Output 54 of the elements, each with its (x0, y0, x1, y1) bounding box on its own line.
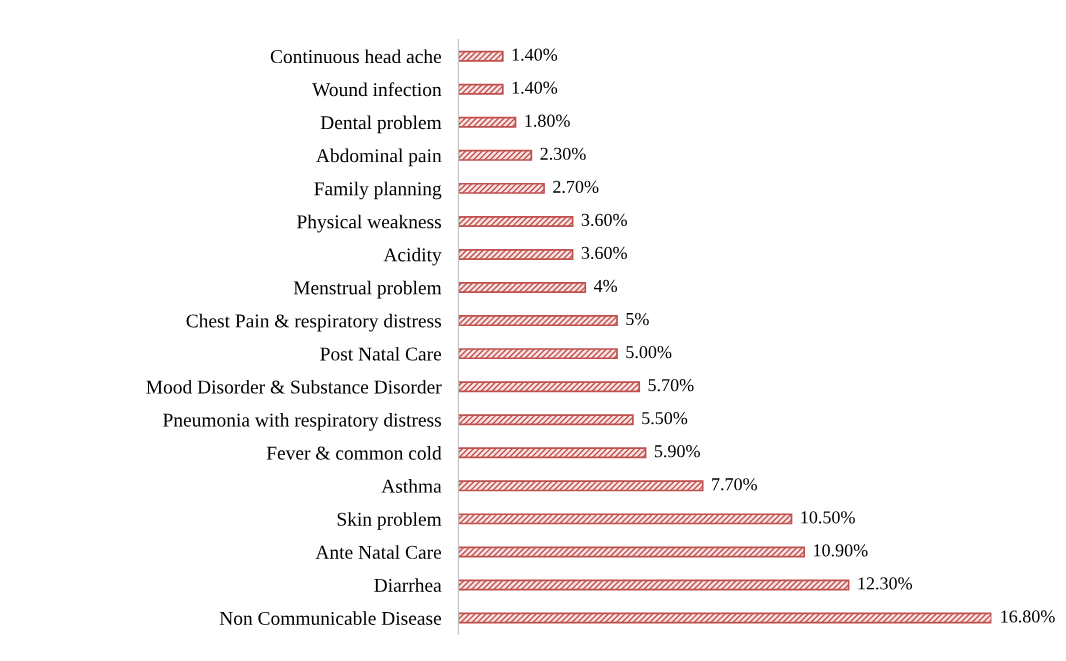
data-label: 5.00% (626, 345, 672, 359)
y-tick-label: Diarrhea (374, 578, 442, 592)
y-tick-label: Chest Pain & respiratory distress (186, 313, 441, 332)
bar (458, 381, 641, 393)
y-tick-label: Fever & common cold (266, 446, 442, 460)
data-label: 5.50% (642, 412, 688, 425)
y-tick-label: Skin problem (337, 512, 442, 530)
data-label: 5.70% (648, 379, 694, 392)
data-label: 2.70% (553, 180, 599, 193)
y-tick-label: Dental problem (320, 115, 442, 134)
data-label: 5% (626, 312, 649, 326)
y-tick-label: Family planning (314, 181, 442, 200)
bar (458, 480, 704, 492)
y-tick-label: Non Communicable Disease (219, 611, 442, 625)
bar (458, 414, 634, 426)
bar (458, 579, 850, 591)
data-label: 1.40% (512, 81, 558, 94)
bar (458, 50, 504, 62)
data-label: 2.30% (540, 147, 586, 160)
y-tick-label: Post Natal Care (320, 346, 442, 361)
y-tick-label: Asthma (381, 479, 442, 493)
y-tick-label: Acidity (383, 247, 442, 266)
y-tick-label: Ante Natal Care (315, 545, 442, 559)
bar (458, 182, 545, 194)
bar (458, 149, 533, 161)
data-label: 3.60% (581, 213, 627, 227)
data-label: 3.60% (581, 246, 627, 260)
data-label: 12.30% (858, 577, 912, 590)
bar (458, 546, 806, 558)
y-tick-label: Menstrual problem (293, 280, 442, 299)
data-label: 10.90% (814, 544, 868, 557)
bar (458, 315, 618, 327)
bar (458, 83, 504, 95)
bar (458, 612, 992, 624)
data-label: 7.70% (712, 478, 758, 491)
y-tick-label: Abdominal pain (316, 148, 442, 167)
bar (458, 282, 587, 293)
bar (458, 348, 618, 360)
bar (458, 513, 793, 525)
bar (458, 215, 574, 227)
y-tick-label: Mood Disorder & Substance Disorder (146, 379, 442, 394)
y-tick-label: Pneumonia with respiratory distress (163, 412, 442, 431)
y-tick-label: Continuous head ache (270, 49, 442, 64)
data-label: 4% (593, 279, 618, 293)
data-label: 5.90% (654, 445, 700, 458)
y-tick-label: Wound infection (312, 82, 442, 97)
data-label: 10.50% (801, 511, 855, 524)
bar (458, 249, 574, 260)
data-label: 1.80% (525, 114, 570, 127)
bar (458, 116, 517, 128)
bar (458, 447, 647, 459)
data-label: 1.40% (512, 48, 558, 61)
data-label: 16.80% (1001, 610, 1055, 623)
y-tick-label: Physical weakness (297, 214, 441, 233)
